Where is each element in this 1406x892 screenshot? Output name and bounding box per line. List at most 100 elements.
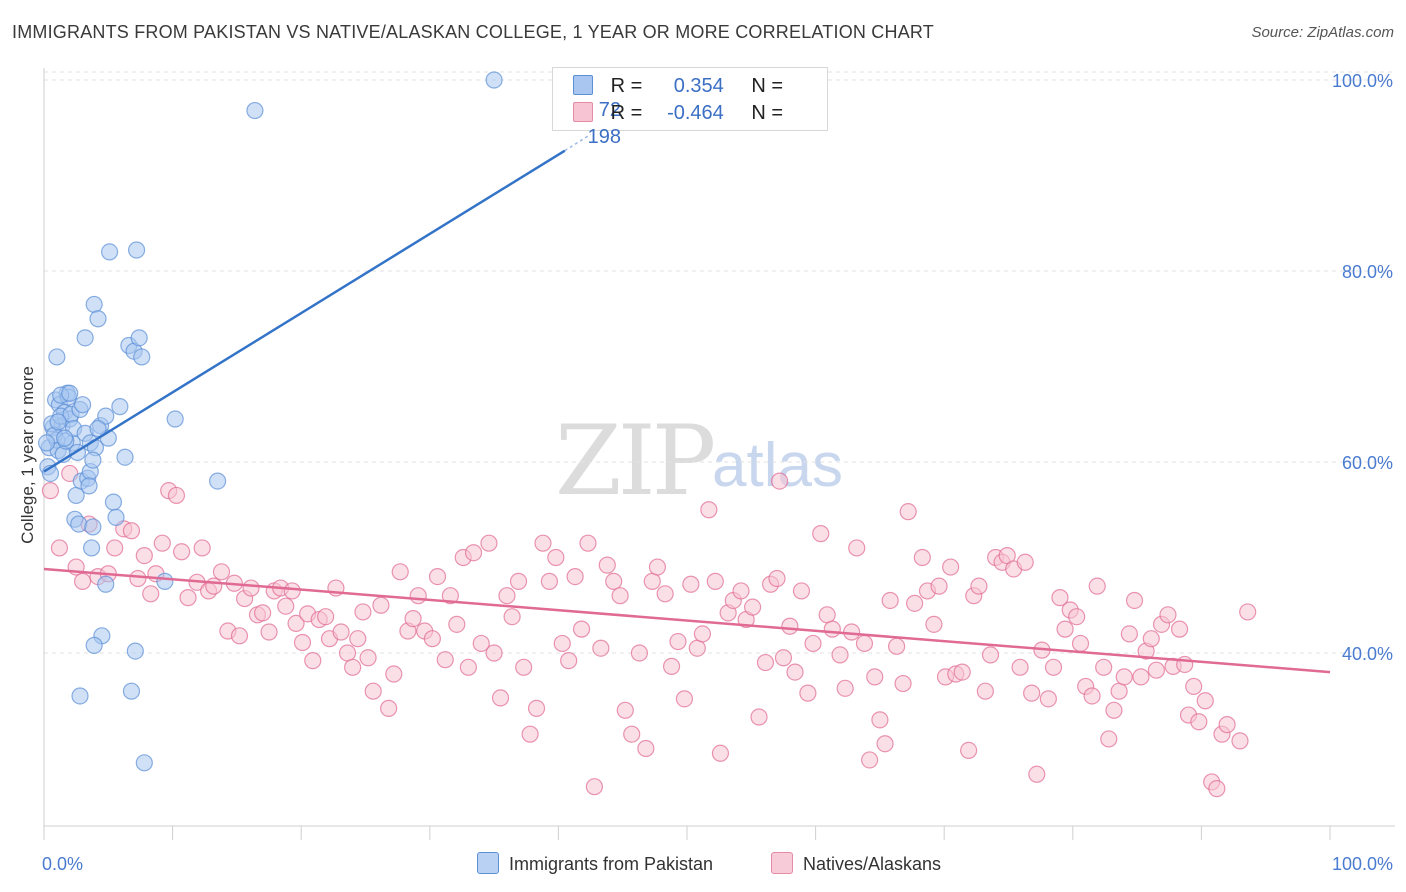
natives-point xyxy=(284,583,300,599)
pakistan-point xyxy=(117,449,133,465)
natives-point xyxy=(1029,766,1045,782)
pakistan-point xyxy=(90,311,106,327)
natives-point xyxy=(1046,659,1062,675)
natives-point xyxy=(657,586,673,602)
pakistan-point xyxy=(129,242,145,258)
natives-point xyxy=(535,535,551,551)
natives-point xyxy=(599,557,615,573)
legend-r-label: R = xyxy=(611,75,643,97)
natives-point xyxy=(554,635,570,651)
natives-point xyxy=(813,526,829,542)
natives-point xyxy=(381,700,397,716)
natives-point xyxy=(305,653,321,669)
y-tick-label: 100.0% xyxy=(1332,71,1393,91)
natives-point xyxy=(931,578,947,594)
natives-point xyxy=(206,578,222,594)
pakistan-point xyxy=(167,411,183,427)
natives-point xyxy=(683,576,699,592)
natives-point xyxy=(793,583,809,599)
natives-point xyxy=(689,640,705,656)
pakistan-point xyxy=(131,330,147,346)
natives-point xyxy=(174,544,190,560)
pakistan-point xyxy=(105,494,121,510)
pakistan-point xyxy=(210,473,226,489)
natives-point xyxy=(1012,659,1028,675)
pakistan-point xyxy=(136,755,152,771)
natives-point xyxy=(1148,662,1164,678)
natives-point xyxy=(926,616,942,632)
natives-point xyxy=(373,597,389,613)
natives-point xyxy=(900,504,916,520)
natives-point xyxy=(1143,631,1159,647)
natives-point xyxy=(1069,609,1085,625)
natives-point xyxy=(1232,733,1248,749)
natives-point xyxy=(844,624,860,640)
natives-point xyxy=(1191,714,1207,730)
natives-point xyxy=(676,691,692,707)
natives-point xyxy=(971,578,987,594)
natives-point xyxy=(733,583,749,599)
natives-point xyxy=(606,573,622,589)
natives-point xyxy=(574,621,590,637)
natives-point xyxy=(982,647,998,663)
natives-point xyxy=(787,664,803,680)
natives-point xyxy=(638,741,654,757)
legend-r-label: R = xyxy=(611,102,643,124)
natives-point xyxy=(449,616,465,632)
pakistan-point xyxy=(57,430,73,446)
natives-point xyxy=(1121,626,1137,642)
natives-point xyxy=(1096,659,1112,675)
natives-point xyxy=(867,669,883,685)
pakistan-point xyxy=(84,540,100,556)
correlation-legend: R = 0.354 N = 72 R = -0.464 N = 198 xyxy=(552,67,828,131)
natives-point xyxy=(712,745,728,761)
natives-point xyxy=(1127,592,1143,608)
natives-point xyxy=(961,742,977,758)
natives-point xyxy=(624,726,640,742)
natives-point xyxy=(255,605,271,621)
natives-point xyxy=(410,588,426,604)
natives-point xyxy=(694,626,710,642)
natives-point xyxy=(800,685,816,701)
legend-r-value: 0.354 xyxy=(648,74,724,98)
pakistan-point xyxy=(85,452,101,468)
natives-point xyxy=(522,726,538,742)
pakistan-point xyxy=(39,435,55,451)
natives-point xyxy=(154,535,170,551)
series-legend-natives[interactable]: Natives/Alaskans xyxy=(771,852,941,876)
legend-row-natives: R = -0.464 N = 198 xyxy=(573,101,827,125)
natives-point xyxy=(318,609,334,625)
series-swatch-pakistan xyxy=(477,852,499,874)
natives-point xyxy=(707,573,723,589)
natives-point xyxy=(194,540,210,556)
natives-point xyxy=(907,595,923,611)
series-legend-pakistan[interactable]: Immigrants from Pakistan xyxy=(477,852,713,876)
natives-point xyxy=(548,550,564,566)
pakistan-point xyxy=(81,478,97,494)
natives-point xyxy=(51,540,67,556)
natives-point xyxy=(849,540,865,556)
natives-point xyxy=(42,483,58,499)
natives-point xyxy=(278,598,294,614)
natives-point xyxy=(1101,731,1117,747)
natives-point xyxy=(782,618,798,634)
natives-point xyxy=(757,655,773,671)
natives-point xyxy=(486,645,502,661)
natives-point xyxy=(775,650,791,666)
pakistan-point xyxy=(127,643,143,659)
natives-point xyxy=(824,621,840,637)
pakistan-point xyxy=(112,399,128,415)
natives-point xyxy=(561,653,577,669)
natives-point xyxy=(365,683,381,699)
natives-point xyxy=(670,634,686,650)
legend-n-value: 198 xyxy=(573,125,621,149)
natives-point xyxy=(460,659,476,675)
pakistan-point xyxy=(108,509,124,525)
legend-row-pakistan: R = 0.354 N = 72 xyxy=(573,74,827,98)
natives-point xyxy=(504,609,520,625)
natives-point xyxy=(617,702,633,718)
pakistan-point xyxy=(50,414,66,430)
natives-point xyxy=(769,571,785,587)
natives-point xyxy=(1024,685,1040,701)
natives-point xyxy=(243,580,259,596)
